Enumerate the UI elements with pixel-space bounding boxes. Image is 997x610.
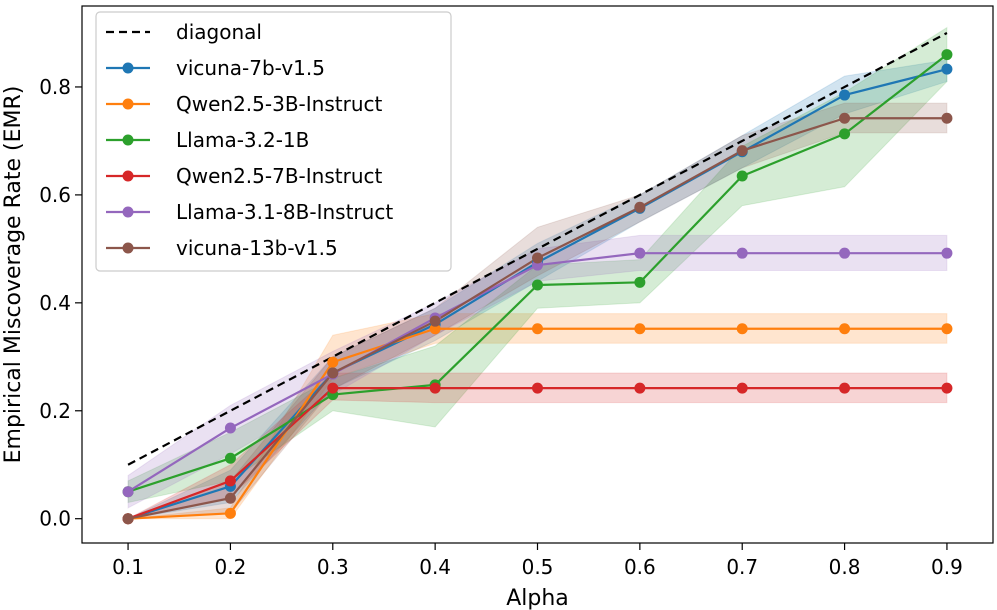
data-point-2-5 (634, 276, 646, 288)
legend-label: vicuna-7b-v1.5 (176, 56, 325, 80)
x-tick-label: 0.7 (726, 555, 758, 579)
legend-swatch-marker (122, 242, 134, 254)
data-point-3-6 (736, 382, 748, 394)
legend-label: Llama-3.1-8B-Instruct (176, 200, 393, 224)
x-tick-label: 0.1 (112, 555, 144, 579)
data-point-1-2 (327, 356, 339, 368)
data-point-5-8 (941, 112, 953, 124)
data-point-5-6 (736, 145, 748, 157)
data-point-2-7 (839, 128, 851, 140)
data-point-3-4 (532, 382, 543, 394)
data-point-2-6 (736, 170, 748, 182)
data-point-2-1 (224, 452, 236, 464)
legend-swatch-marker (122, 98, 134, 110)
data-point-5-2 (327, 367, 339, 379)
data-point-1-6 (736, 323, 748, 335)
data-point-4-1 (224, 422, 236, 434)
data-point-1-4 (532, 323, 543, 335)
x-tick-label: 0.3 (317, 555, 349, 579)
data-point-3-7 (839, 382, 851, 394)
data-point-4-6 (736, 247, 748, 259)
y-tick-label: 0.8 (39, 75, 71, 99)
data-point-3-3 (429, 382, 441, 394)
data-point-5-7 (839, 112, 851, 124)
y-tick-label: 0.4 (39, 291, 71, 315)
data-point-4-7 (839, 247, 851, 259)
legend-label: diagonal (176, 20, 262, 44)
data-point-3-1 (224, 475, 236, 487)
y-tick-label: 0.6 (39, 183, 71, 207)
data-point-0-8 (941, 63, 953, 75)
data-point-1-5 (634, 323, 646, 335)
data-point-4-8 (941, 247, 953, 259)
x-tick-label: 0.5 (522, 555, 554, 579)
x-tick-label: 0.2 (215, 555, 247, 579)
data-point-3-2 (327, 382, 339, 394)
data-point-1-7 (839, 323, 851, 335)
legend-label: vicuna-13b-v1.5 (176, 236, 338, 260)
data-point-5-5 (634, 201, 646, 213)
legend-label: Qwen2.5-3B-Instruct (176, 92, 382, 116)
data-point-5-1 (224, 492, 236, 504)
data-point-2-8 (941, 49, 953, 61)
data-point-5-4 (532, 252, 543, 264)
legend-swatch-marker (122, 134, 134, 146)
series-markers (122, 49, 953, 525)
data-point-3-5 (634, 382, 646, 394)
data-point-1-8 (941, 323, 953, 335)
y-tick-label: 0.0 (39, 507, 71, 531)
legend-swatch-marker (122, 170, 134, 182)
legend-swatch-marker (122, 206, 134, 218)
legend-label: Qwen2.5-7B-Instruct (176, 164, 382, 188)
x-tick-label: 0.9 (931, 555, 963, 579)
legend-swatch-marker (122, 62, 134, 74)
x-tick-label: 0.6 (624, 555, 656, 579)
data-point-4-5 (634, 247, 646, 259)
x-tick-label: 0.4 (419, 555, 451, 579)
x-axis-label: Alpha (506, 586, 569, 610)
diagonal-line (127, 32, 948, 466)
legend-box (95, 11, 452, 272)
data-point-4-0 (122, 486, 134, 498)
data-point-1-3 (429, 323, 441, 335)
x-tick-label: 0.8 (829, 555, 861, 579)
data-point-2-4 (532, 279, 543, 291)
data-point-5-0 (122, 513, 134, 525)
axis-ticks: 0.1 0.2 0.3 0.4 0.5 0.6 0.7 0.8 0.9 0.0 0.2 0.4 0.6 0… (39, 75, 963, 579)
data-point-5-3 (429, 315, 441, 327)
data-point-3-8 (941, 382, 953, 394)
y-axis-label: Empirical Miscoverage Rate (EMR) (1, 86, 26, 464)
legend-label: Llama-3.2-1B (176, 128, 309, 152)
data-point-1-1 (224, 507, 236, 519)
data-point-0-7 (839, 89, 851, 101)
legend: diagonal vicuna-7b-v1.5 Qwen2.5-3B-Instruc… (95, 11, 452, 272)
y-tick-label: 0.2 (39, 399, 71, 423)
